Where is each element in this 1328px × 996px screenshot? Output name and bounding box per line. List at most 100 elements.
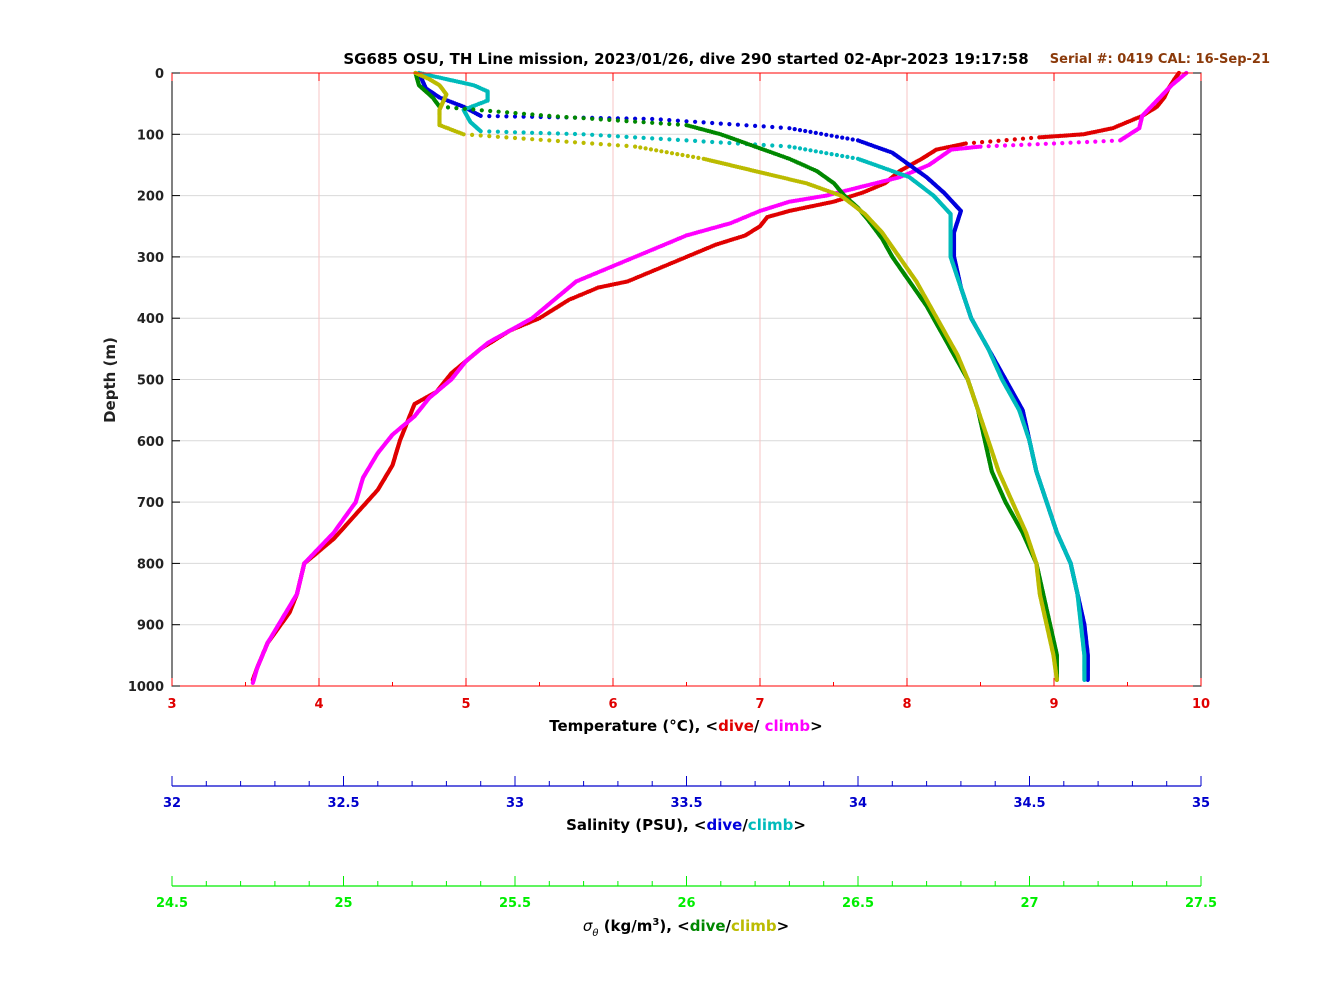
density-tick-label: 24.5	[156, 896, 188, 911]
temperature-label-sep: /	[754, 717, 765, 735]
data-point	[845, 154, 850, 159]
data-point	[488, 108, 493, 114]
data-point	[1020, 136, 1026, 141]
data-point	[1027, 142, 1032, 147]
data-point	[1019, 142, 1024, 147]
data-point	[470, 132, 475, 137]
data-point	[1082, 677, 1087, 683]
data-point	[658, 121, 663, 126]
data-point	[478, 129, 483, 134]
data-point	[840, 135, 845, 140]
data-point	[701, 120, 706, 125]
data-point	[693, 138, 698, 143]
data-point	[834, 152, 840, 158]
data-point	[512, 135, 518, 141]
data-point	[753, 123, 758, 128]
data-point	[487, 134, 492, 139]
salinity-axis-label: Salinity (PSU), <dive/climb>	[566, 816, 806, 834]
data-point	[512, 114, 518, 119]
data-point	[1093, 139, 1098, 144]
data-point	[624, 134, 629, 139]
series-salinity-climb	[416, 70, 1087, 683]
depth-tick-label: 0	[155, 67, 164, 82]
data-point	[808, 148, 813, 153]
depth-tick-label: 500	[137, 374, 164, 389]
data-point	[829, 133, 834, 138]
data-point	[778, 143, 783, 149]
depth-tick-label: 100	[137, 128, 164, 143]
data-point	[850, 137, 855, 142]
temperature-tick-label: 9	[1049, 697, 1058, 712]
data-point	[710, 120, 715, 126]
data-point	[770, 143, 775, 148]
data-point	[1101, 139, 1106, 144]
data-point	[1085, 677, 1090, 683]
data-point	[803, 147, 808, 152]
depth-tick-label: 600	[137, 435, 164, 450]
density-tick-label: 26.5	[842, 896, 874, 911]
data-point	[504, 114, 509, 119]
data-point	[633, 119, 638, 124]
series-density-climb	[413, 70, 1059, 683]
data-point	[727, 140, 732, 146]
data-point	[615, 143, 621, 148]
temperature-tick-label: 7	[755, 697, 764, 712]
data-point	[797, 128, 803, 133]
depth-tick-label: 1000	[128, 680, 164, 695]
data-point	[850, 155, 855, 160]
temperature-axis: 3 4 5 6 7 8 9 10	[167, 73, 1210, 712]
data-point	[581, 140, 586, 145]
data-point	[819, 131, 824, 136]
data-point	[1068, 140, 1073, 145]
data-point	[538, 137, 543, 142]
depth-axis-label: Depth (m)	[101, 337, 119, 423]
density-label-rest: ), <	[659, 917, 689, 935]
data-point	[778, 125, 783, 130]
data-point	[650, 116, 655, 122]
salinity-tick-label: 33	[506, 796, 524, 811]
density-tick-label: 25.5	[499, 896, 531, 911]
series-layer	[250, 70, 1189, 686]
data-point	[555, 131, 561, 136]
salinity-tick-label: 33.5	[670, 796, 702, 811]
chart-title: SG685 OSU, TH Line mission, 2023/01/26, …	[343, 50, 1028, 68]
salinity-tick-label: 32	[163, 796, 181, 811]
data-point	[250, 680, 255, 686]
temperature-tick-label: 8	[902, 697, 911, 712]
data-point	[675, 137, 681, 142]
temperature-tick-label: 4	[314, 697, 323, 712]
temperature-axis-label: Temperature (°C), <dive/ climb>	[549, 717, 823, 735]
data-point	[685, 153, 690, 159]
data-point	[590, 116, 595, 121]
salinity-tick-label: 34	[849, 796, 867, 811]
data-point	[980, 140, 985, 145]
data-point	[572, 131, 578, 137]
data-point	[675, 152, 680, 157]
data-point	[564, 115, 569, 120]
density-label-text: (kg/m	[598, 917, 652, 935]
data-point	[693, 119, 698, 124]
data-point	[803, 128, 808, 134]
data-point	[521, 136, 526, 141]
data-point	[1002, 143, 1008, 148]
data-point	[471, 107, 476, 112]
depth-tick-label: 900	[137, 619, 164, 634]
salinity-tick-label: 34.5	[1013, 796, 1045, 811]
data-point	[744, 123, 749, 128]
data-point	[1037, 135, 1042, 140]
data-point	[598, 142, 603, 147]
data-point	[495, 129, 500, 134]
data-point	[813, 130, 818, 135]
data-point	[770, 124, 775, 130]
data-point	[530, 130, 535, 135]
salinity-tick-label: 35	[1192, 796, 1210, 811]
data-point	[598, 133, 603, 138]
data-point	[598, 117, 603, 122]
data-point	[1118, 138, 1123, 143]
data-point	[654, 148, 659, 153]
temperature-tick-label: 6	[608, 697, 617, 712]
data-point	[684, 119, 689, 124]
temperature-tick-label: 3	[167, 697, 176, 712]
